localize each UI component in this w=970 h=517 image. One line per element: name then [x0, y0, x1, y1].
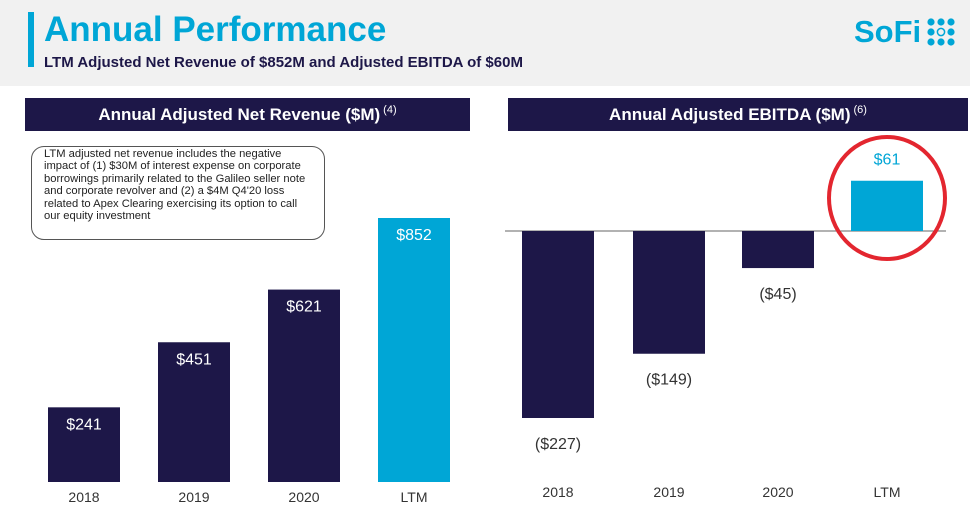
ebitda-category-label: 2020 [762, 484, 793, 500]
ebitda-bar-2018 [522, 231, 594, 418]
ebitda-value-label: ($227) [535, 436, 581, 453]
revenue-value-label: $451 [176, 351, 212, 368]
ebitda-footnote: (6) [853, 103, 867, 116]
title-accent-bar [28, 12, 34, 67]
revenue-category-label: LTM [401, 489, 428, 505]
ebitda-panel-header: Annual Adjusted EBITDA ($M) (6) [508, 98, 968, 131]
ebitda-bar-LTM [851, 180, 923, 231]
revenue-category-label: 2019 [178, 489, 209, 505]
revenue-category-label: 2020 [288, 489, 319, 505]
logo-dots-icon [927, 18, 955, 46]
ebitda-panel-title: Annual Adjusted EBITDA ($M) [609, 104, 851, 124]
ebitda-value-label: $61 [874, 152, 901, 169]
revenue-value-label: $852 [396, 227, 432, 244]
page-subtitle: LTM Adjusted Net Revenue of $852M and Ad… [44, 54, 523, 71]
sofi-logo: SoFi [854, 12, 956, 52]
revenue-note-box: LTM adjusted net revenue includes the ne… [31, 146, 325, 240]
revenue-category-label: 2018 [68, 489, 99, 505]
ebitda-category-label: LTM [874, 484, 901, 500]
ebitda-category-label: 2018 [542, 484, 573, 500]
page-title: Annual Performance [44, 10, 387, 49]
ebitda-value-label: ($45) [759, 286, 796, 303]
ebitda-value-label: ($149) [646, 372, 692, 389]
logo-text: SoFi [854, 14, 922, 49]
revenue-value-label: $621 [286, 299, 322, 316]
ebitda-category-label: 2019 [653, 484, 684, 500]
ltm-highlight-circle [827, 135, 947, 261]
revenue-bar-2020 [268, 289, 340, 482]
ebitda-bar-2020 [742, 231, 814, 269]
revenue-panel-title: Annual Adjusted Net Revenue ($M) [98, 104, 381, 124]
slide-header: Annual Performance LTM Adjusted Net Reve… [0, 0, 970, 86]
revenue-value-label: $241 [66, 416, 102, 433]
revenue-panel-header: Annual Adjusted Net Revenue ($M) (4) [25, 98, 470, 131]
revenue-footnote: (4) [383, 103, 397, 116]
revenue-bar-chart: $241 2018 $451 2019 $621 2020 $852 LTM [48, 218, 450, 505]
revenue-bar-LTM [378, 218, 450, 482]
revenue-bar-2018 [48, 407, 120, 482]
ebitda-bar-2019 [633, 231, 705, 354]
revenue-bar-2019 [158, 342, 230, 482]
